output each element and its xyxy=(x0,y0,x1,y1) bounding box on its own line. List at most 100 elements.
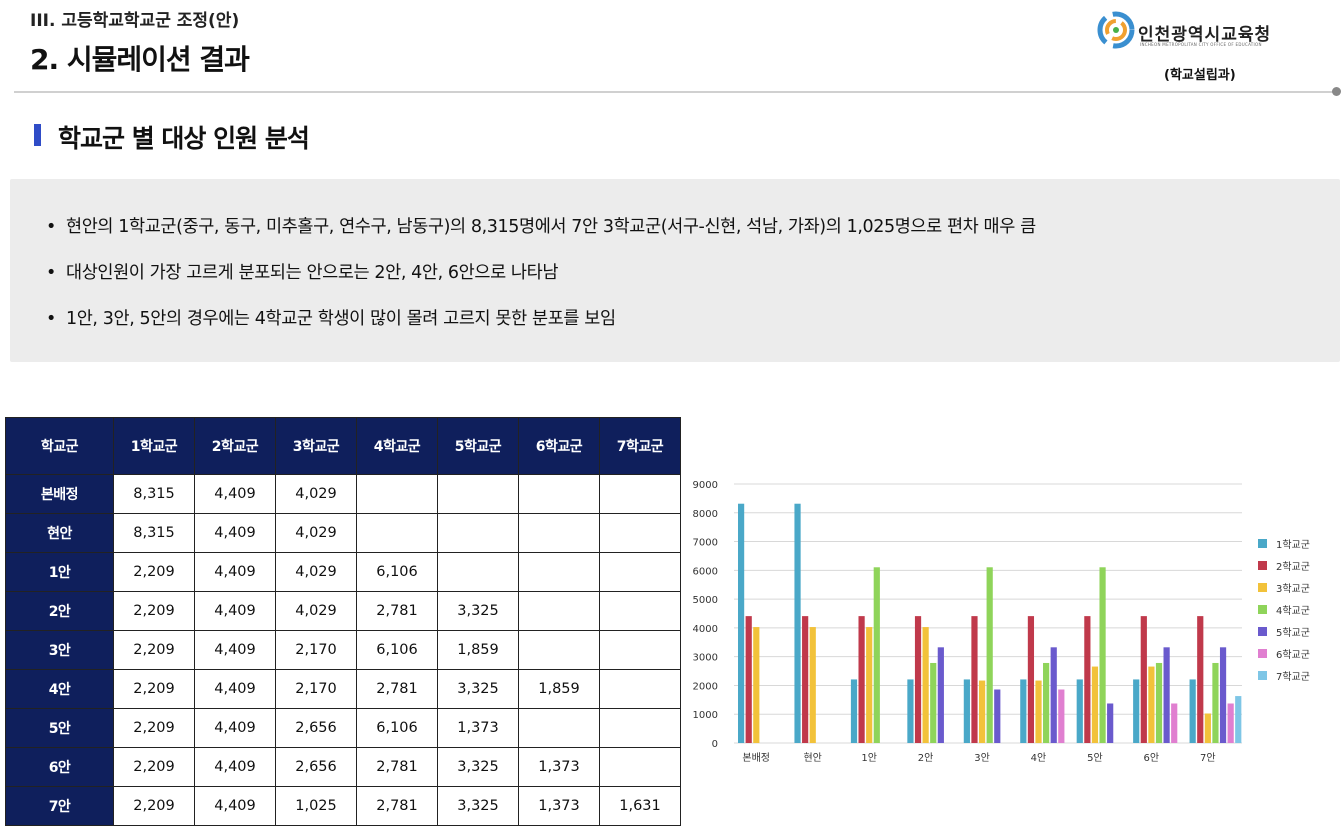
table-cell: 4,409 xyxy=(194,669,276,709)
table-row: 6안 2,209 4,409 2,656 2,781 3,325 1,373 xyxy=(5,747,681,787)
bar xyxy=(1155,662,1163,743)
table-cell xyxy=(599,591,681,631)
x-tick-label: 본배정 xyxy=(742,752,770,764)
section-subtitle: 학교군 별 대상 인원 분석 xyxy=(58,124,310,153)
table-cell xyxy=(437,474,519,514)
table-cell xyxy=(356,474,438,514)
bar-chart: 0 1000 2000 3000 4000 5000 6000 7000 8000 9000 본배… xyxy=(693,480,1310,764)
legend-swatch xyxy=(1258,627,1267,636)
bar xyxy=(930,662,937,743)
summary-bullet-text: 대상인원이 가장 고르게 분포되는 안으로는 2안, 4안, 6안으로 나타남 xyxy=(66,263,559,283)
table-row: 본배정 8,315 4,409 4,029 xyxy=(5,474,681,514)
table-cell: 2,781 xyxy=(356,786,438,826)
bar xyxy=(914,616,922,743)
bar xyxy=(809,627,816,743)
bar xyxy=(1163,647,1170,743)
x-tick-label: 3안 xyxy=(974,752,990,764)
bar xyxy=(1107,703,1114,743)
row-header: 4안 xyxy=(5,669,114,709)
bar xyxy=(1227,703,1234,743)
table-cell xyxy=(437,513,519,553)
y-tick-label: 0 xyxy=(712,739,718,750)
table-cell xyxy=(518,708,600,748)
table-cell: 2,781 xyxy=(356,669,438,709)
org-english-name: INCHEON METROPOLITAN CITY OFFICE OF EDUC… xyxy=(1140,42,1262,47)
row-header: 현안 xyxy=(5,513,114,553)
x-tick-label: 1안 xyxy=(861,752,877,764)
bar xyxy=(1212,662,1219,743)
table-cell: 4,409 xyxy=(194,708,276,748)
legend-swatch xyxy=(1258,539,1267,548)
legend-swatch xyxy=(1258,671,1267,680)
table-cell: 1,373 xyxy=(518,786,600,826)
table-cell: 2,170 xyxy=(275,630,357,670)
org-emblem-icon xyxy=(1097,11,1135,49)
x-tick-label: 현안 xyxy=(803,752,821,764)
bar xyxy=(753,627,760,743)
summary-bullet-text: 1안, 3안, 5안의 경우에는 4학교군 학생이 많이 몰려 고르지 못한 분… xyxy=(66,309,616,329)
table-cell: 8,315 xyxy=(113,513,195,553)
column-header: 4학교군 xyxy=(356,417,438,475)
table-cell: 6,106 xyxy=(356,552,438,592)
row-header: 6안 xyxy=(5,747,114,787)
table-cell: 3,325 xyxy=(437,591,519,631)
table-cell: 6,106 xyxy=(356,630,438,670)
table-cell xyxy=(518,513,600,553)
table-cell xyxy=(599,708,681,748)
y-tick-label: 7000 xyxy=(693,538,718,549)
legend-label: 1학교군 xyxy=(1276,539,1310,551)
legend-label: 6학교군 xyxy=(1276,649,1310,661)
y-tick-label: 9000 xyxy=(693,480,718,491)
summary-box: • 현안의 1학교군(중구, 동구, 미추홀구, 연수구, 남동구)의 8,315… xyxy=(10,179,1340,362)
bar xyxy=(873,567,880,743)
table-cell xyxy=(599,669,681,709)
y-tick-label: 4000 xyxy=(693,624,718,635)
bar xyxy=(1189,679,1196,743)
legend-label: 5학교군 xyxy=(1276,627,1310,639)
summary-bullet: • 현안의 1학교군(중구, 동구, 미추홀구, 연수구, 남동구)의 8,315… xyxy=(46,217,1036,237)
bar xyxy=(963,679,970,743)
table-header-row: 학교군 1학교군 2학교군 3학교군 4학교군 5학교군 6학교군 7학교군 xyxy=(5,417,681,475)
y-tick-label: 3000 xyxy=(693,653,718,664)
table-cell xyxy=(599,552,681,592)
table-cell: 4,409 xyxy=(194,474,276,514)
page-title: 2. 시뮬레이션 결과 xyxy=(30,43,250,76)
bar xyxy=(1027,616,1035,743)
table-row: 현안 8,315 4,409 4,029 xyxy=(5,513,681,553)
column-header: 3학교군 xyxy=(275,417,357,475)
bar xyxy=(866,627,873,743)
bar xyxy=(994,689,1001,743)
bar xyxy=(794,503,801,743)
table-cell xyxy=(437,552,519,592)
column-header: 2학교군 xyxy=(194,417,276,475)
bar xyxy=(738,503,745,743)
section-label: III. 고등학교학교군 조정(안) xyxy=(30,11,240,31)
table-cell xyxy=(599,630,681,670)
table-cell: 4,409 xyxy=(194,513,276,553)
row-header: 5안 xyxy=(5,708,114,748)
table-cell: 4,029 xyxy=(275,552,357,592)
bar xyxy=(907,679,914,743)
bar xyxy=(1140,616,1147,743)
table-cell: 2,781 xyxy=(356,747,438,787)
table-cell: 2,209 xyxy=(113,708,195,748)
x-tick-label: 7안 xyxy=(1200,752,1216,764)
bar xyxy=(1035,680,1042,743)
bar xyxy=(802,616,809,743)
table-cell: 2,209 xyxy=(113,591,195,631)
summary-bullet-text: 현안의 1학교군(중구, 동구, 미추홀구, 연수구, 남동구)의 8,315명… xyxy=(66,217,1036,237)
bar xyxy=(1076,679,1083,743)
bar xyxy=(922,627,929,743)
table-cell: 3,325 xyxy=(437,669,519,709)
table-row: 4안 2,209 4,409 2,170 2,781 3,325 1,859 xyxy=(5,669,681,709)
table-cell: 4,409 xyxy=(194,552,276,592)
legend-label: 3학교군 xyxy=(1276,583,1310,595)
allocation-table: 학교군 1학교군 2학교군 3학교군 4학교군 5학교군 6학교군 7학교군 본… xyxy=(5,417,681,826)
org-name: 인천광역시교육청 xyxy=(1138,25,1272,45)
legend-swatch xyxy=(1258,583,1267,592)
bar xyxy=(1084,616,1091,743)
bar xyxy=(1133,679,1140,743)
table-cell: 4,029 xyxy=(275,513,357,553)
table-cell: 2,209 xyxy=(113,669,195,709)
table-cell: 2,209 xyxy=(113,552,195,592)
